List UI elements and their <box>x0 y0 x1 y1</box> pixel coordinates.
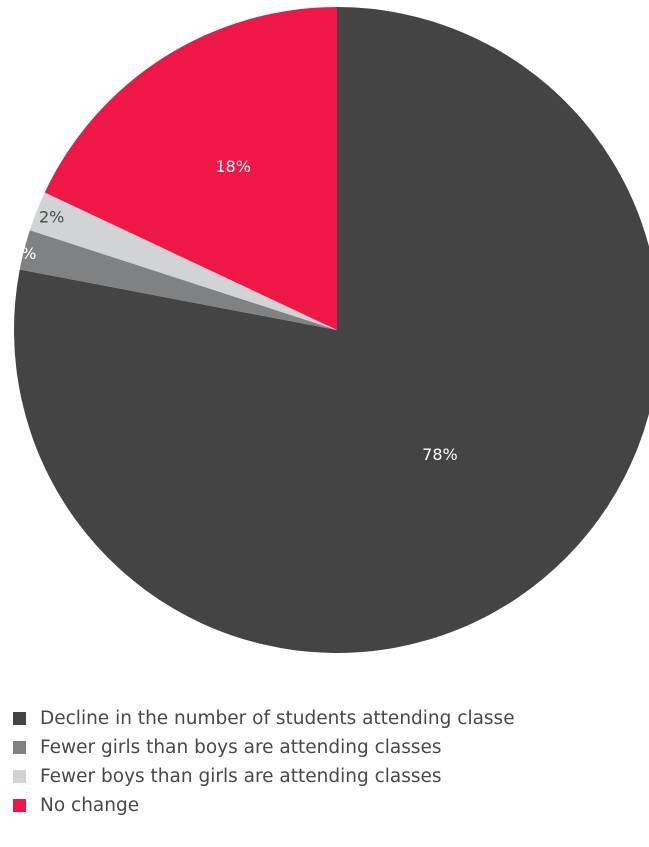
legend-item-1: Decline in the number of students attend… <box>13 704 649 733</box>
legend-item-3: Fewer boys than girls are attending clas… <box>13 762 649 791</box>
legend-label-3: Fewer boys than girls are attending clas… <box>40 766 442 787</box>
pie-slice-2 <box>19 230 337 330</box>
pie-slice-3 <box>29 192 337 330</box>
pie-slice-1 <box>14 7 649 653</box>
slice-label-3: 2% <box>39 208 64 227</box>
legend-item-4: No change <box>13 791 649 820</box>
legend: Decline in the number of students attend… <box>13 704 649 820</box>
legend-label-4: No change <box>40 795 140 816</box>
pie-slice-4 <box>44 7 337 330</box>
legend-swatch-4 <box>13 799 26 812</box>
slice-label-1: 78% <box>422 445 458 464</box>
legend-swatch-2 <box>13 741 26 754</box>
slice-label-2: 2% <box>11 244 36 263</box>
slice-label-4: 18% <box>215 157 251 176</box>
legend-item-2: Fewer girls than boys are attending clas… <box>13 733 649 762</box>
legend-label-2: Fewer girls than boys are attending clas… <box>40 737 442 758</box>
pie-slices <box>14 7 649 653</box>
slice-labels: 78% 2%2% 18% <box>11 157 458 464</box>
legend-swatch-1 <box>13 712 26 725</box>
legend-swatch-3 <box>13 770 26 783</box>
pie-chart: 78% 2%2% 18% <box>11 7 649 653</box>
legend-label-1: Decline in the number of students attend… <box>40 708 515 729</box>
